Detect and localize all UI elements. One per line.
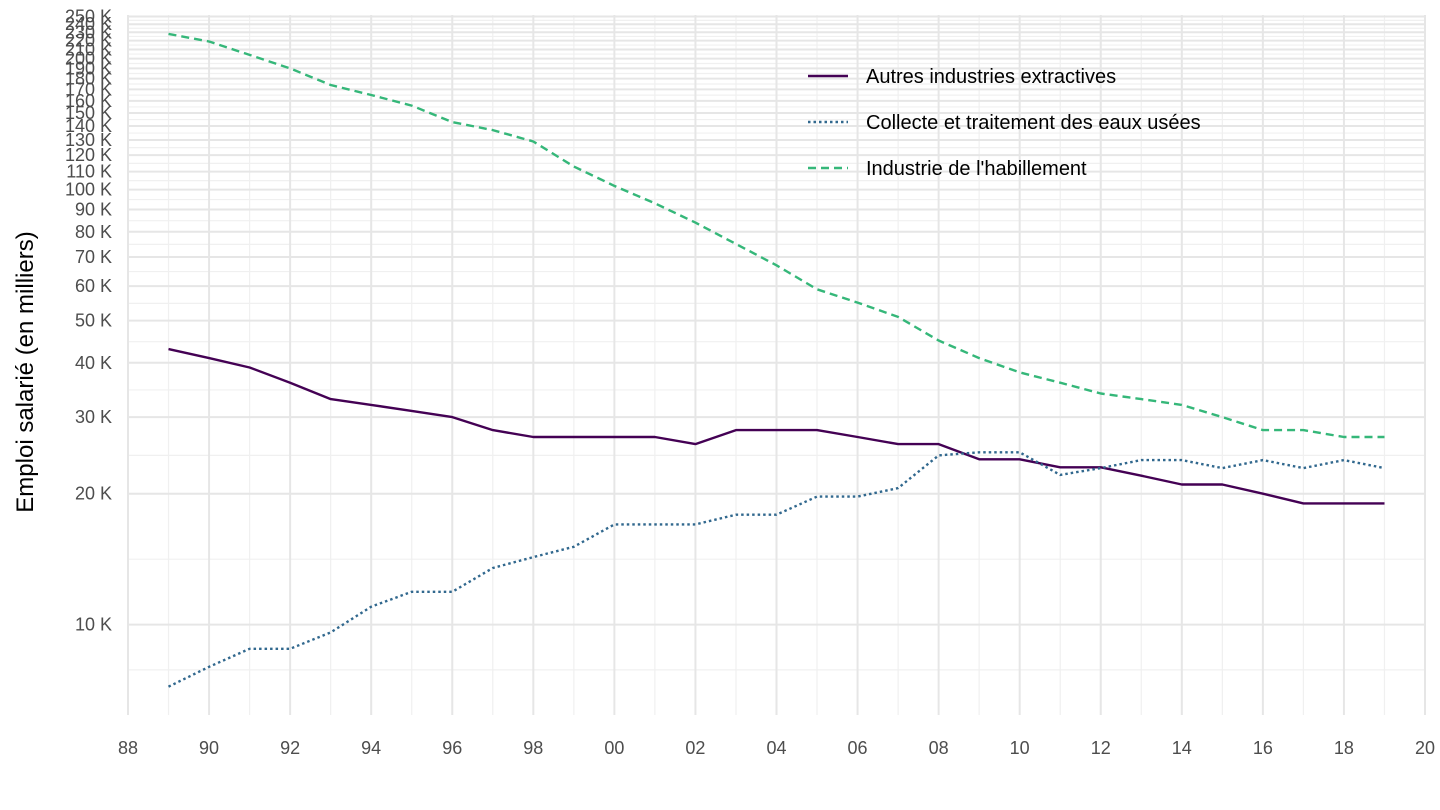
y-tick-label: 220 K — [65, 31, 112, 51]
x-tick-label: 88 — [118, 738, 138, 758]
y-axis-tick-labels: 10 K 20 K 30 K 40 K 50 K 60 K 70 K 80 K90 K100 … — [65, 7, 112, 635]
major-gridlines — [127, 15, 1426, 715]
y-tick-label: 110 K — [66, 162, 112, 182]
series-line-3 — [168, 32, 1385, 439]
series-layer — [167, 32, 1385, 688]
y-tick-label: 200 K — [65, 49, 112, 69]
x-tick-label: 98 — [523, 738, 543, 758]
y-tick-label: 150 K — [65, 103, 112, 123]
series-line-1 — [168, 347, 1385, 505]
y-tick-label: 190 K — [65, 58, 112, 78]
y-tick-label: 80 K — [75, 222, 112, 242]
y-tick-label: 10 K — [75, 615, 112, 635]
y-tick-label: 30 K — [75, 407, 112, 427]
y-tick-label: 40 K — [75, 353, 112, 373]
y-tick-label: 70 K — [75, 247, 112, 267]
x-tick-label: 18 — [1334, 738, 1354, 758]
x-tick-label: 16 — [1253, 738, 1273, 758]
x-tick-label: 14 — [1172, 738, 1192, 758]
y-tick-label: 20 K — [75, 484, 112, 504]
x-axis-tick-labels: 88 90 92 94 96 98 00 02 04 06 08 10 12 14 16 18 20 — [118, 738, 1435, 758]
y-tick-label: 130 K — [65, 130, 112, 150]
y-tick-label: 50 K — [75, 311, 112, 331]
x-tick-label: 10 — [1010, 738, 1030, 758]
y-tick-label: 170 K — [65, 79, 112, 99]
y-tick-label: 90 K — [75, 200, 112, 220]
y-tick-label: 160 K — [65, 91, 112, 111]
x-tick-label: 20 — [1415, 738, 1435, 758]
legend-label-3: Industrie de l'habillement — [866, 158, 1087, 180]
x-tick-label: 90 — [199, 738, 219, 758]
x-tick-label: 94 — [361, 738, 381, 758]
y-tick-label: 140 K — [65, 116, 112, 136]
y-tick-label: 100 K — [65, 180, 112, 200]
y-tick-label: 250 K — [65, 7, 112, 27]
x-tick-label: 12 — [1091, 738, 1111, 758]
x-tick-label: 04 — [766, 738, 786, 758]
y-tick-label: 60 K — [75, 276, 112, 296]
y-tick-label: 120 K — [65, 145, 112, 165]
legend-label-1: Autres industries extractives — [866, 66, 1116, 88]
x-tick-label: 02 — [685, 738, 705, 758]
x-tick-label: 06 — [848, 738, 868, 758]
y-tick-label: 230 K — [65, 22, 112, 42]
x-tick-label: 00 — [604, 738, 624, 758]
y-tick-label: 210 K — [65, 39, 112, 59]
legend: Autres industries extractives Collecte et… — [808, 66, 1201, 180]
y-tick-label: 240 K — [65, 14, 112, 34]
y-tick-label: 180 K — [65, 69, 112, 89]
x-tick-label: 08 — [929, 738, 949, 758]
x-tick-label: 96 — [442, 738, 462, 758]
legend-label-2: Collecte et traitement des eaux usées — [866, 112, 1201, 134]
series-line-2 — [167, 451, 1385, 688]
y-axis-title: Emploi salarié (en milliers) — [12, 231, 39, 512]
x-tick-label: 92 — [280, 738, 300, 758]
